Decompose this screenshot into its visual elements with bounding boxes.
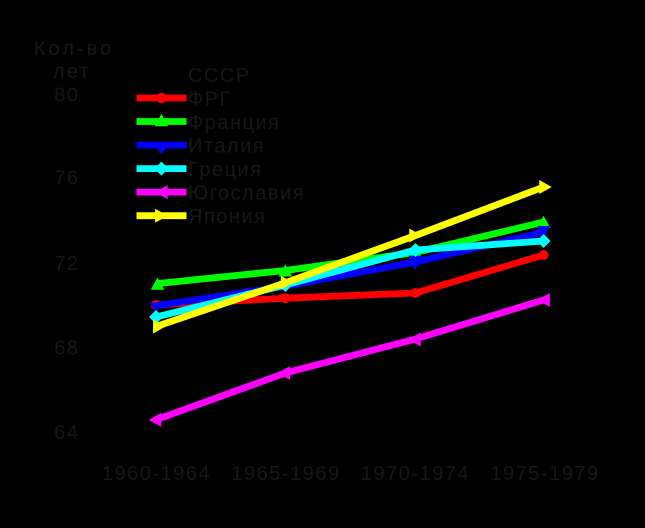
svg-text:Япония: Япония (188, 206, 266, 228)
svg-text:ФРГ: ФРГ (188, 88, 232, 110)
svg-text:1970-1974: 1970-1974 (361, 463, 470, 485)
svg-text:76: 76 (54, 167, 79, 189)
svg-text:80: 80 (54, 84, 79, 106)
svg-text:64: 64 (54, 422, 79, 444)
svg-text:68: 68 (54, 338, 79, 360)
svg-text:СССР: СССР (188, 65, 251, 87)
svg-text:Италия: Италия (188, 136, 265, 158)
svg-text:1965-1969: 1965-1969 (231, 463, 340, 485)
svg-text:Югославия: Югославия (188, 183, 305, 205)
svg-text:72: 72 (54, 253, 79, 275)
svg-text:1975-1979: 1975-1979 (490, 463, 599, 485)
svg-text:1960-1964: 1960-1964 (102, 463, 211, 485)
svg-text:лет: лет (53, 61, 91, 83)
svg-text:Франция: Франция (188, 112, 280, 134)
svg-text:Греция: Греция (188, 159, 262, 181)
svg-text:Кол-во: Кол-во (34, 38, 114, 60)
